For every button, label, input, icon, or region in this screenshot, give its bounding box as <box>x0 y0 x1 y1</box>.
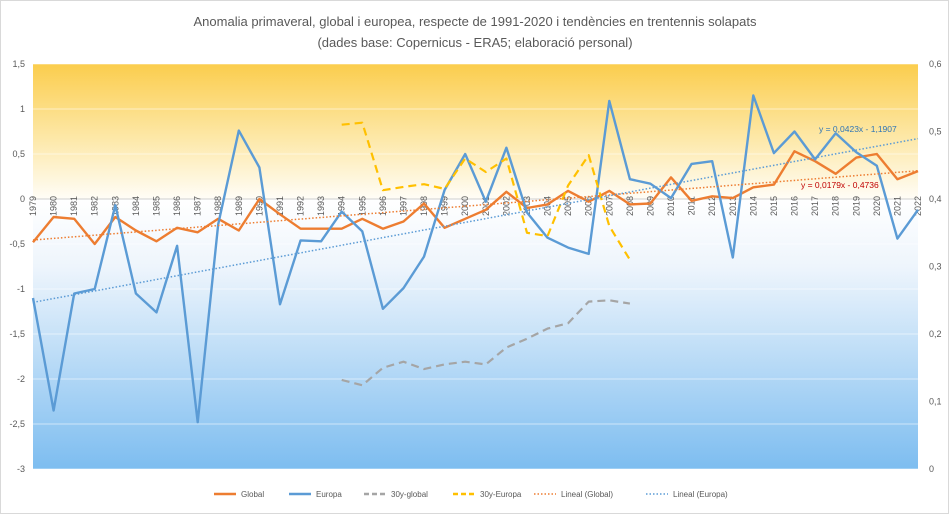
series-layer <box>31 94 919 424</box>
legend: Global Europa 30y-global 30y-Europa Lineal (… <box>214 490 728 499</box>
y-left-tick-label: -2 <box>17 374 25 384</box>
x-tick-label: 1991 <box>275 196 285 216</box>
x-tick-label: 2007 <box>604 196 614 216</box>
x-tick-label: 2003 <box>522 196 532 216</box>
legend-label-europa: Europa <box>316 490 342 499</box>
series-line-europa <box>31 94 919 424</box>
y-left-tick-label: -1 <box>17 284 25 294</box>
x-tick-label: 2011 <box>687 196 697 215</box>
x-tick-label: 1982 <box>90 196 100 216</box>
gridlines <box>33 63 918 470</box>
x-tick-label: 2005 <box>563 196 573 216</box>
chart-title: Anomalia primaveral, global i europea, r… <box>194 14 757 29</box>
x-tick-label: 2006 <box>584 196 594 216</box>
x-tick-label: 2012 <box>707 196 717 216</box>
y-left-tick-label: -2,5 <box>9 419 25 429</box>
x-tick-label: 1993 <box>316 196 326 216</box>
x-tick-label: 2009 <box>645 196 655 216</box>
y-right-tick-label: 0,2 <box>929 329 942 339</box>
x-tick-label: 1999 <box>440 196 450 216</box>
x-tick-label: 2020 <box>872 196 882 216</box>
y-left-tick-label: 1,5 <box>12 59 25 69</box>
x-tick-label: 1997 <box>398 196 408 216</box>
trendline-lineal-global <box>32 169 919 241</box>
x-tick-label: 2002 <box>501 196 511 216</box>
y-left-tick-label: 0 <box>20 194 25 204</box>
y-right-tick-label: 0 <box>929 464 934 474</box>
x-tick-label: 1988 <box>213 196 223 216</box>
legend-label-lineal-global: Lineal (Global) <box>561 490 613 499</box>
x-tick-label: 1989 <box>234 196 244 216</box>
x-tick-label: 1986 <box>172 196 182 216</box>
x-tick-label: 2019 <box>851 196 861 216</box>
y-right-tick-label: 0,4 <box>929 194 942 204</box>
x-tick-label: 1981 <box>69 196 79 216</box>
y-left-tick-label: -0,5 <box>9 239 25 249</box>
x-tick-label: 2018 <box>831 196 841 216</box>
x-tick-label: 1985 <box>151 196 161 216</box>
x-tick-label: 2021 <box>892 196 902 216</box>
y-right-tick-label: 0,6 <box>929 59 942 69</box>
x-tick-label: 2016 <box>790 196 800 216</box>
y-axis-left: 1,5 1 0,5 0 -0,5 -1 -1,5 -2 -2,5 -3 <box>9 59 25 474</box>
x-tick-label: 1987 <box>193 196 203 216</box>
legend-label-30y-global: 30y-global <box>391 490 428 499</box>
y-left-tick-label: 1 <box>20 104 25 114</box>
legend-label-30y-europa: 30y-Europa <box>480 490 522 499</box>
y-right-tick-label: 0,5 <box>929 127 942 137</box>
legend-label-lineal-europa: Lineal (Europa) <box>673 490 728 499</box>
x-tick-label: 1994 <box>337 196 347 216</box>
x-tick-label: 2000 <box>460 196 470 216</box>
x-tick-label: 1979 <box>28 196 38 216</box>
series-line-30y-global <box>341 299 631 387</box>
x-tick-label: 1996 <box>378 196 388 216</box>
y-left-tick-label: 0,5 <box>12 149 25 159</box>
x-axis: 1979 1980 1981 1982 1983 1984 1985 1986 1987 1988… <box>28 196 923 216</box>
x-tick-label: 1990 <box>254 196 264 216</box>
x-tick-label: 2013 <box>728 196 738 216</box>
equation-europa: y = 0,0423x - 1,1907 <box>819 124 897 134</box>
x-tick-label: 1998 <box>419 196 429 216</box>
y-right-tick-label: 0,1 <box>929 397 942 407</box>
x-tick-label: 2010 <box>666 196 676 216</box>
x-tick-label: 2014 <box>748 196 758 216</box>
x-tick-label: 2022 <box>913 196 923 216</box>
y-axis-right: 0,6 0,5 0,4 0,3 0,2 0,1 0 <box>929 59 942 474</box>
x-tick-label: 2004 <box>543 196 553 216</box>
x-tick-label: 2017 <box>810 196 820 216</box>
series-line-30y-europa <box>341 121 631 261</box>
y-left-tick-label: -1,5 <box>9 329 25 339</box>
x-tick-label: 1980 <box>49 196 59 216</box>
x-tick-label: 1992 <box>296 196 306 216</box>
trendline-lineal-europa <box>32 137 919 304</box>
equation-global: y = 0,0179x - 0,4736 <box>801 180 879 190</box>
y-left-tick-label: -3 <box>17 464 25 474</box>
x-tick-label: 1984 <box>131 196 141 216</box>
chart-subtitle: (dades base: Copernicus - ERA5; elaborac… <box>317 35 632 50</box>
y-right-tick-label: 0,3 <box>929 262 942 272</box>
x-tick-label: 2001 <box>481 196 491 216</box>
x-tick-label: 2008 <box>625 196 635 216</box>
legend-label-global: Global <box>241 490 264 499</box>
x-tick-label: 2015 <box>769 196 779 216</box>
x-tick-label: 1995 <box>357 196 367 216</box>
